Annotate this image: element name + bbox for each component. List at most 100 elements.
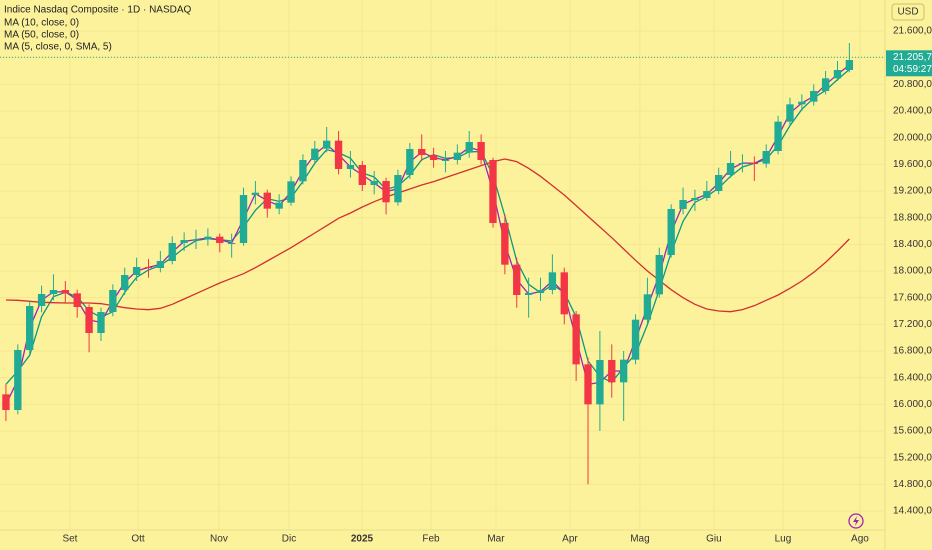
candle-body xyxy=(810,91,818,102)
candle-body xyxy=(833,70,842,79)
candle-body xyxy=(180,240,188,243)
candles xyxy=(2,43,854,485)
candle-body xyxy=(97,312,105,333)
candle-body xyxy=(453,152,462,160)
candle-body xyxy=(358,165,366,185)
candle-body xyxy=(85,307,93,333)
candle-body xyxy=(643,294,652,320)
candle-body xyxy=(524,293,533,295)
candle-body xyxy=(192,239,200,241)
y-tick-label: 14.400,00 xyxy=(893,506,932,517)
y-tick-label: 16.000,00 xyxy=(893,399,932,410)
candle-body xyxy=(275,202,283,209)
x-tick-label: Nov xyxy=(210,534,228,545)
x-tick-label: Feb xyxy=(422,534,440,545)
candle-body xyxy=(738,163,747,164)
candle-body xyxy=(239,195,248,243)
candle-body xyxy=(631,319,640,360)
candle-body xyxy=(548,272,557,290)
candle-body xyxy=(726,163,735,175)
candle-body xyxy=(109,290,117,312)
y-tick-label: 18.000,00 xyxy=(893,266,932,277)
ma-line xyxy=(5,158,850,313)
candle-body xyxy=(144,267,153,268)
last-price-box xyxy=(886,50,932,77)
x-tick-label: Dic xyxy=(282,534,296,545)
chart-title: Indice Nasdaq Composite · 1D · NASDAQ xyxy=(4,5,192,16)
candle-body xyxy=(584,364,592,405)
y-tick-label: 20.400,00 xyxy=(893,106,932,117)
candle-body xyxy=(121,275,129,290)
y-tick-label: 19.600,00 xyxy=(893,159,932,170)
candle-body xyxy=(655,255,663,295)
candle-body xyxy=(465,142,473,153)
candle-body xyxy=(501,223,509,265)
candle-body xyxy=(299,160,307,182)
candle-body xyxy=(370,181,378,185)
candle-body xyxy=(49,290,58,294)
candle-body xyxy=(774,121,782,151)
candle-body xyxy=(691,198,699,200)
y-tick-label: 20.000,00 xyxy=(893,132,932,143)
x-tick-label: Ott xyxy=(131,534,145,545)
legend-entry: MA (50, close, 0) xyxy=(4,30,79,41)
candle-body xyxy=(204,236,212,240)
x-tick-label: Lug xyxy=(775,534,792,545)
candle-body xyxy=(679,200,687,209)
candle-body xyxy=(14,350,22,410)
candle-body xyxy=(536,290,545,293)
candle-body xyxy=(61,290,70,294)
candle-body xyxy=(334,140,343,169)
bolt-icon[interactable] xyxy=(848,513,864,529)
grid xyxy=(0,0,885,530)
candle-body xyxy=(560,272,568,315)
x-tick-label: Mar xyxy=(487,534,505,545)
candle-body xyxy=(429,155,438,160)
candle-body xyxy=(322,140,331,149)
candle-body xyxy=(715,175,723,191)
candle-body xyxy=(441,160,450,161)
countdown: 04:59:27 xyxy=(893,64,932,75)
candle-body xyxy=(227,243,236,244)
candle-body xyxy=(477,142,485,160)
candle-body xyxy=(667,209,675,255)
candle-body xyxy=(513,264,521,295)
currency[interactable]: USD xyxy=(897,7,918,18)
y-tick-label: 17.600,00 xyxy=(893,292,932,303)
candle-body xyxy=(26,306,34,350)
y-tick-label: 16.800,00 xyxy=(893,346,932,357)
x-tick-label: Apr xyxy=(562,534,578,545)
candle-body xyxy=(216,236,224,243)
y-tick-label: 16.400,00 xyxy=(893,372,932,383)
y-tick-label: 19.200,00 xyxy=(893,186,932,197)
x-tick-label: Set xyxy=(62,534,77,545)
candle-body xyxy=(619,359,628,383)
x-tick-label: 2025 xyxy=(351,534,374,545)
candle-body xyxy=(798,101,806,105)
labels: 14.400,00 14.800,00 15.200,00 15.600,00 16.0… xyxy=(0,18,932,545)
candle-body xyxy=(311,148,319,160)
y-tick-label: 15.200,00 xyxy=(893,452,932,463)
candle-body xyxy=(418,149,426,155)
y-tick-label: 18.400,00 xyxy=(893,239,932,250)
candle-body xyxy=(821,78,830,91)
candle-body xyxy=(572,314,580,365)
candle-body xyxy=(132,267,141,275)
y-tick-label: 17.200,00 xyxy=(893,319,932,330)
x-tick-label: Mag xyxy=(630,534,649,545)
candle-body xyxy=(750,163,759,164)
candle-body xyxy=(786,104,794,122)
candle-body xyxy=(394,175,402,203)
candle-body xyxy=(596,360,604,405)
currency-box[interactable] xyxy=(891,3,925,21)
candle-body xyxy=(762,151,770,164)
legend-entry: MA (10, close, 0) xyxy=(4,18,79,29)
y-tick-label: 14.800,00 xyxy=(893,479,932,490)
candle-body xyxy=(2,394,10,410)
candle-body xyxy=(263,192,271,209)
y-tick-label: 18.800,00 xyxy=(893,212,932,223)
candle-body xyxy=(845,60,854,70)
